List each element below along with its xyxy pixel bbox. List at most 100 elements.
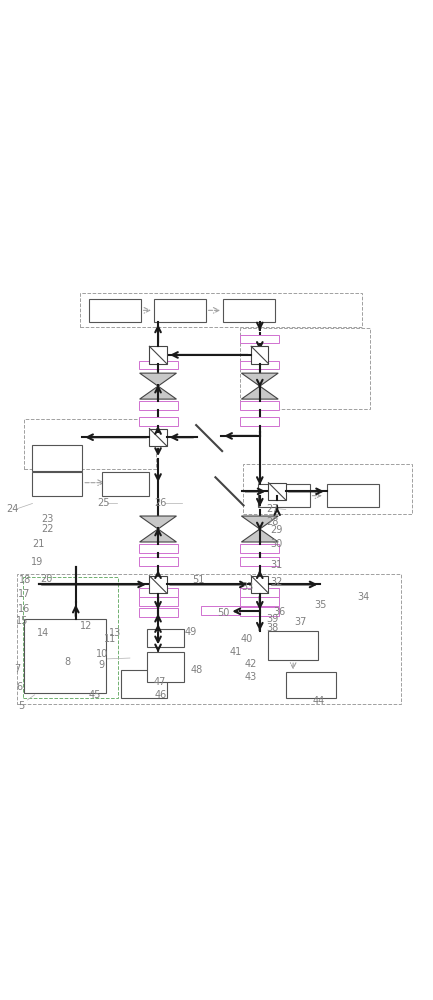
Text: 43: 43: [245, 672, 257, 682]
Bar: [139, 588, 178, 597]
Text: 8: 8: [64, 657, 70, 667]
Polygon shape: [139, 373, 177, 386]
Text: 19: 19: [31, 557, 43, 567]
Bar: [251, 576, 268, 593]
Bar: [139, 361, 178, 369]
Text: 27: 27: [267, 504, 279, 514]
Text: 5: 5: [19, 701, 25, 711]
Bar: [17, 574, 401, 704]
Text: 41: 41: [230, 647, 242, 657]
Text: 23: 23: [42, 514, 54, 524]
Text: 51: 51: [192, 575, 204, 585]
Text: 45: 45: [88, 690, 100, 700]
Bar: [149, 576, 167, 593]
Polygon shape: [242, 373, 278, 386]
Polygon shape: [242, 386, 278, 399]
Text: 30: 30: [270, 539, 282, 549]
Bar: [251, 346, 268, 364]
Bar: [149, 429, 167, 446]
Bar: [23, 577, 118, 698]
Text: 36: 36: [273, 607, 285, 617]
Text: 12: 12: [81, 621, 93, 631]
Text: 26: 26: [154, 498, 166, 508]
Text: 22: 22: [42, 524, 54, 534]
Text: 31: 31: [270, 560, 282, 570]
Bar: [240, 335, 279, 343]
Text: 34: 34: [358, 592, 370, 602]
Text: 24: 24: [6, 504, 18, 514]
Text: 13: 13: [109, 628, 121, 638]
Bar: [24, 619, 106, 693]
Bar: [243, 464, 412, 514]
Bar: [201, 606, 240, 615]
Bar: [139, 544, 178, 553]
Text: 50: 50: [217, 608, 229, 618]
Text: 25: 25: [97, 498, 109, 508]
Bar: [32, 445, 82, 471]
Text: 47: 47: [154, 677, 166, 687]
Text: 7: 7: [14, 664, 20, 674]
Text: 40: 40: [241, 634, 253, 644]
Text: 21: 21: [32, 539, 44, 549]
Text: 29: 29: [270, 525, 282, 535]
Bar: [240, 597, 279, 606]
Bar: [24, 419, 156, 469]
Bar: [268, 483, 286, 500]
Text: 14: 14: [37, 628, 49, 638]
Text: 11: 11: [104, 634, 116, 644]
Bar: [139, 557, 178, 566]
Text: 39: 39: [267, 614, 279, 624]
Text: 46: 46: [154, 690, 166, 700]
Bar: [268, 631, 318, 660]
Text: 9: 9: [99, 660, 105, 670]
Bar: [240, 607, 279, 616]
Text: 20: 20: [41, 574, 53, 584]
Bar: [149, 346, 167, 364]
Bar: [80, 293, 362, 327]
Bar: [240, 328, 370, 409]
Bar: [147, 652, 184, 682]
Text: 28: 28: [267, 517, 279, 527]
Text: 16: 16: [18, 604, 30, 614]
Bar: [32, 472, 82, 496]
Bar: [139, 417, 178, 426]
Text: 15: 15: [16, 616, 29, 626]
Bar: [240, 557, 279, 566]
Text: 10: 10: [96, 649, 108, 659]
Text: 32: 32: [270, 577, 282, 587]
Polygon shape: [139, 516, 177, 529]
Bar: [327, 484, 379, 507]
Bar: [121, 670, 167, 698]
Text: 42: 42: [245, 659, 257, 669]
Bar: [240, 417, 279, 426]
Bar: [258, 484, 310, 507]
Polygon shape: [242, 516, 278, 529]
Polygon shape: [139, 529, 177, 542]
Text: 49: 49: [184, 627, 197, 637]
Bar: [154, 299, 206, 322]
Bar: [139, 608, 178, 617]
Text: 18: 18: [19, 575, 31, 585]
Bar: [89, 299, 141, 322]
Bar: [240, 588, 279, 597]
Text: 35: 35: [314, 600, 326, 610]
Bar: [223, 299, 275, 322]
Text: 38: 38: [267, 623, 279, 633]
Text: 17: 17: [18, 589, 30, 599]
Text: 6: 6: [16, 682, 23, 692]
Bar: [240, 544, 279, 553]
Bar: [139, 597, 178, 606]
Polygon shape: [242, 529, 278, 542]
Bar: [102, 472, 149, 496]
Bar: [286, 672, 336, 698]
Bar: [240, 361, 279, 369]
Polygon shape: [139, 386, 177, 399]
Bar: [139, 401, 178, 410]
Text: 37: 37: [295, 617, 307, 627]
Text: 44: 44: [312, 696, 324, 706]
Text: 33: 33: [242, 582, 254, 592]
Bar: [240, 401, 279, 410]
Bar: [147, 629, 184, 647]
Bar: [258, 497, 297, 505]
Text: 48: 48: [191, 665, 203, 675]
